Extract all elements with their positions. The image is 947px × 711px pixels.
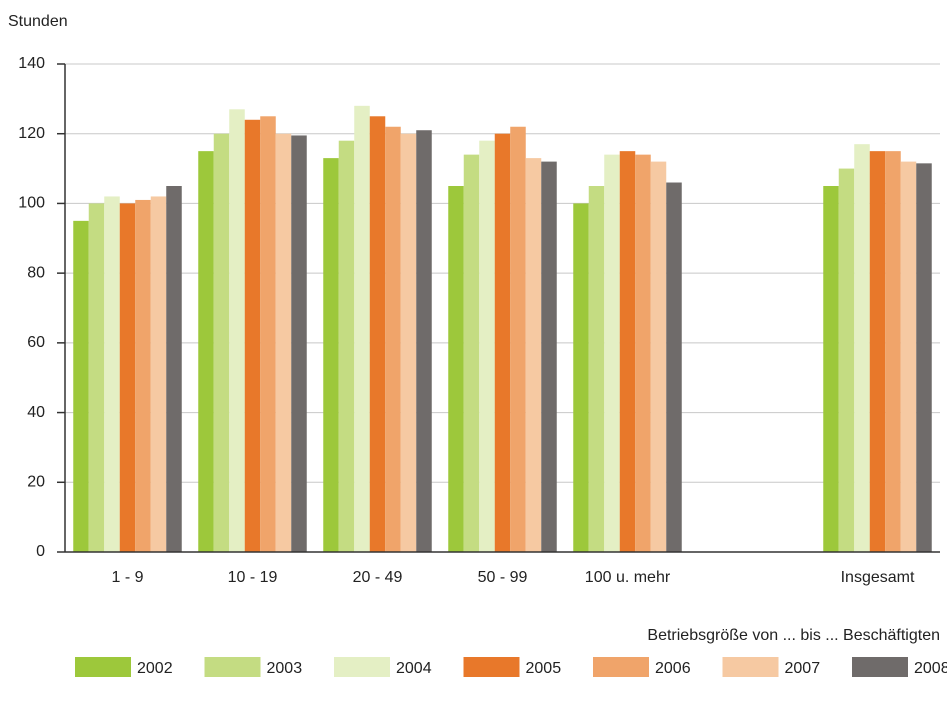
bar [166, 186, 182, 552]
legend-label: 2008 [914, 660, 947, 677]
bar [900, 161, 917, 552]
legend-label: 2005 [526, 660, 562, 677]
y-tick-label: 120 [18, 125, 45, 142]
bar [213, 133, 230, 552]
legend-swatch [852, 657, 908, 677]
bar [525, 158, 542, 552]
y-tick-label: 140 [18, 55, 45, 72]
x-tick-label: 50 - 99 [478, 569, 528, 586]
y-tick-label: 0 [36, 543, 45, 560]
y-tick-label: 100 [18, 195, 45, 212]
bar [104, 196, 120, 552]
bar [823, 186, 839, 552]
bar [573, 203, 589, 552]
legend-swatch [75, 657, 131, 677]
bar [479, 140, 495, 552]
bar [73, 220, 89, 552]
bar [229, 109, 245, 553]
bar [619, 151, 636, 552]
legend-swatch [463, 657, 520, 677]
bar [494, 133, 511, 552]
x-axis-label: Betriebsgröße von ... bis ... Beschäftig… [647, 627, 940, 644]
bar [354, 105, 370, 552]
bar [198, 151, 214, 552]
bar [650, 161, 667, 552]
legend-label: 2006 [655, 660, 691, 677]
x-tick-label: Insgesamt [841, 569, 915, 586]
bar [369, 116, 386, 553]
bar [400, 133, 417, 552]
y-axis-label: Stunden [8, 13, 68, 30]
bar [916, 163, 932, 553]
y-tick-label: 20 [27, 474, 45, 491]
x-tick-label: 1 - 9 [111, 569, 143, 586]
legend-label: 2003 [267, 660, 303, 677]
bar [838, 168, 855, 553]
legend-label: 2007 [785, 660, 821, 677]
bar [854, 144, 870, 552]
bar [666, 182, 682, 552]
y-tick-label: 80 [27, 264, 45, 281]
bar [119, 203, 136, 552]
legend-swatch [722, 657, 779, 677]
legend-swatch [334, 657, 390, 677]
bar [150, 196, 167, 552]
x-tick-label: 100 u. mehr [585, 569, 671, 586]
bar [885, 151, 901, 552]
bar [135, 199, 151, 552]
bar [260, 116, 276, 553]
bar [338, 140, 355, 552]
bar [635, 154, 651, 552]
bar [604, 154, 620, 552]
bar [244, 119, 261, 553]
legend-swatch [593, 657, 649, 677]
bar [291, 135, 307, 552]
x-tick-label: 10 - 19 [228, 569, 278, 586]
bar [88, 203, 105, 552]
x-tick-label: 20 - 49 [353, 569, 403, 586]
y-tick-label: 60 [27, 334, 45, 351]
legend-label: 2002 [137, 660, 173, 677]
legend-swatch [204, 657, 261, 677]
legend-label: 2004 [396, 660, 432, 677]
bar [541, 161, 557, 552]
bar [416, 130, 432, 552]
bar [588, 186, 605, 552]
bar [448, 186, 464, 552]
bar [385, 126, 401, 552]
y-tick-label: 40 [27, 404, 45, 421]
bar [463, 154, 480, 552]
bar [323, 158, 339, 552]
bar [869, 151, 886, 552]
bar [275, 133, 292, 552]
bar [510, 126, 526, 552]
